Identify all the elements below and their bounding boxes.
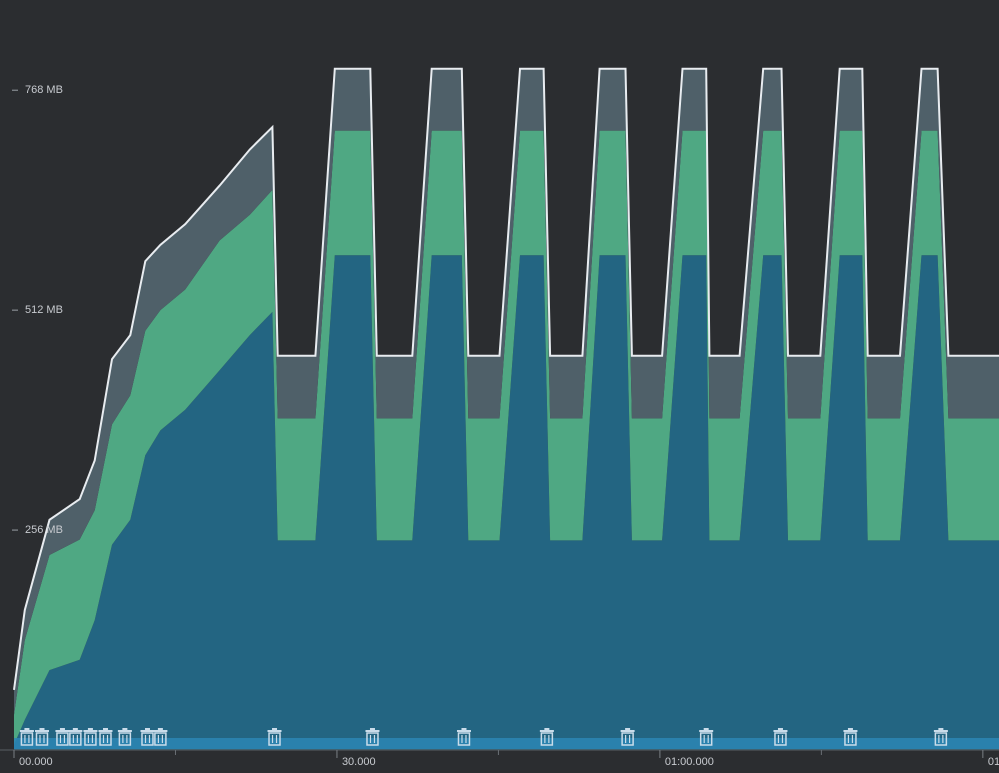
gc-event-icon: [620, 728, 635, 746]
trash-body: [457, 732, 471, 746]
memory-area: [14, 130, 999, 745]
bottom-strip: [14, 738, 999, 749]
trash-lid: [773, 730, 788, 732]
y-tick-label: 256 MB: [25, 524, 63, 536]
trash-body: [84, 732, 97, 746]
trash-body: [621, 732, 634, 746]
gc-event-icon: [55, 728, 70, 746]
trash-lid: [267, 730, 282, 732]
gc-event-icon: [19, 728, 34, 746]
trash-handle: [777, 728, 783, 730]
trash-body: [154, 732, 167, 746]
trash-lid: [140, 730, 155, 732]
gc-event-icon: [140, 728, 155, 746]
trash-body: [699, 732, 713, 746]
trash-body: [934, 732, 948, 746]
gc-event-icon: [843, 728, 858, 746]
y-tick-label: 512 MB: [25, 304, 63, 316]
trash-handle: [544, 728, 550, 730]
trash-handle: [24, 728, 30, 730]
trash-handle: [72, 728, 78, 730]
gc-event-icon: [699, 728, 714, 746]
gc-event-icon: [117, 728, 132, 746]
trash-body: [366, 732, 379, 746]
trash-lid: [620, 730, 635, 732]
trash-handle: [157, 728, 163, 730]
trash-body: [774, 732, 787, 746]
trash-lid: [699, 730, 714, 732]
total-outline: [13, 67, 999, 691]
trash-lid: [539, 730, 554, 732]
gc-event-icon: [68, 728, 83, 746]
trash-lid: [933, 730, 948, 732]
trash-lid: [98, 730, 113, 732]
gc-event-icon: [267, 728, 282, 746]
trash-body: [268, 732, 281, 746]
trash-body: [69, 732, 82, 746]
trash-handle: [461, 728, 467, 730]
trash-handle: [39, 728, 45, 730]
trash-lid: [365, 730, 380, 732]
gc-event-icon: [34, 728, 49, 746]
gc-event-icon: [365, 728, 380, 746]
trash-lid: [55, 730, 70, 732]
trash-lid: [19, 730, 34, 732]
gc-event-icon: [456, 728, 471, 746]
trash-body: [540, 732, 554, 746]
trash-handle: [625, 728, 631, 730]
trash-handle: [703, 728, 709, 730]
trash-handle: [272, 728, 278, 730]
gc-event-icon: [773, 728, 788, 746]
x-tick-label: 01:30.000: [988, 756, 999, 768]
trash-handle: [144, 728, 150, 730]
gc-event-icon: [98, 728, 113, 746]
trash-body: [844, 732, 857, 746]
trash-handle: [87, 728, 93, 730]
trash-body: [56, 732, 69, 746]
trash-lid: [68, 730, 83, 732]
memory-area: [14, 255, 999, 750]
trash-lid: [117, 730, 132, 732]
trash-lid: [34, 730, 49, 732]
y-tick-label: 768 MB: [25, 84, 63, 96]
x-tick-label: 00.000: [19, 756, 53, 768]
trash-lid: [83, 730, 98, 732]
trash-body: [35, 732, 49, 746]
trash-body: [118, 732, 132, 746]
x-tick-label: 01:00.000: [665, 756, 714, 768]
trash-handle: [369, 728, 375, 730]
gc-event-icon: [83, 728, 98, 746]
trash-lid: [456, 730, 471, 732]
trash-lid: [843, 730, 858, 732]
trash-body: [20, 732, 34, 746]
trash-handle: [122, 728, 128, 730]
gc-event-icon: [153, 728, 168, 746]
trash-lid: [153, 730, 168, 732]
trash-body: [141, 732, 154, 746]
trash-handle: [847, 728, 853, 730]
memory-area: [14, 68, 999, 715]
trash-handle: [59, 728, 65, 730]
gc-event-icon: [539, 728, 554, 746]
x-tick-label: 30.000: [342, 756, 376, 768]
trash-body: [99, 732, 112, 746]
trash-handle: [103, 728, 109, 730]
gc-event-icon: [933, 728, 948, 746]
trash-handle: [938, 728, 944, 730]
